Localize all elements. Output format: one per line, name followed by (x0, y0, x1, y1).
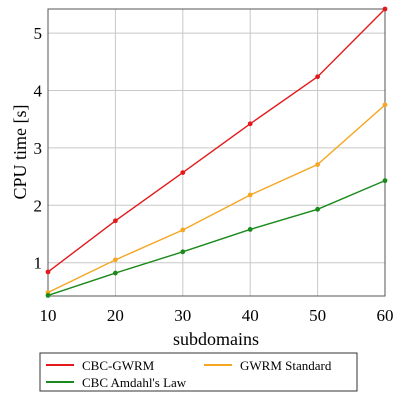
data-point (180, 227, 186, 233)
data-point (247, 227, 253, 232)
data-point (315, 206, 320, 212)
legend-label: CBC-GWRM (82, 358, 155, 373)
legend-item: GWRM Standard (204, 358, 332, 373)
data-point (382, 178, 388, 184)
data-point (315, 74, 320, 80)
data-point (247, 121, 253, 127)
legend-label: CBC Amdahl's Law (82, 375, 187, 390)
legend-item: CBC Amdahl's Law (46, 375, 187, 390)
series-2 (45, 178, 388, 298)
legend: CBC-GWRM GWRM Standard CBC Amdahl's Law (39, 352, 358, 392)
x-tick-label: 40 (242, 306, 259, 325)
y-tick-labels: 1 2 3 4 5 (34, 24, 43, 273)
series-line (47, 8, 386, 273)
x-tick-label: 30 (174, 306, 191, 325)
plot-frame (47, 8, 386, 297)
series-0 (45, 6, 388, 275)
y-axis-title: CPU time [s] (10, 104, 30, 199)
legend-item: CBC-GWRM (46, 358, 155, 373)
legend-label: GWRM Standard (240, 358, 332, 373)
legend-box (39, 352, 358, 392)
data-point (382, 102, 388, 108)
series-line (47, 179, 386, 297)
data-point (315, 162, 320, 167)
x-axis-title: subdomains (173, 329, 259, 349)
data-point (113, 270, 118, 276)
data-point (113, 257, 118, 263)
data-point (45, 269, 51, 275)
data-point (45, 293, 51, 298)
series-1 (45, 102, 388, 295)
x-tick-label: 50 (309, 306, 326, 325)
series-line (47, 104, 386, 294)
x-tick-labels: 10 20 30 40 50 60 (40, 306, 394, 325)
data-point (113, 218, 118, 224)
data-point (247, 192, 253, 198)
data-point (180, 249, 186, 255)
x-tick-label: 20 (107, 306, 124, 325)
series-layer (45, 6, 388, 298)
y-tick-label: 4 (34, 82, 43, 101)
x-tick-label: 60 (377, 306, 394, 325)
y-tick-label: 2 (34, 196, 43, 215)
x-tick-label: 10 (40, 306, 57, 325)
y-tick-label: 5 (34, 24, 43, 43)
grid (48, 9, 385, 296)
y-tick-label: 3 (34, 139, 43, 158)
y-tick-label: 1 (34, 254, 43, 273)
data-point (180, 170, 186, 175)
data-point (382, 6, 388, 12)
